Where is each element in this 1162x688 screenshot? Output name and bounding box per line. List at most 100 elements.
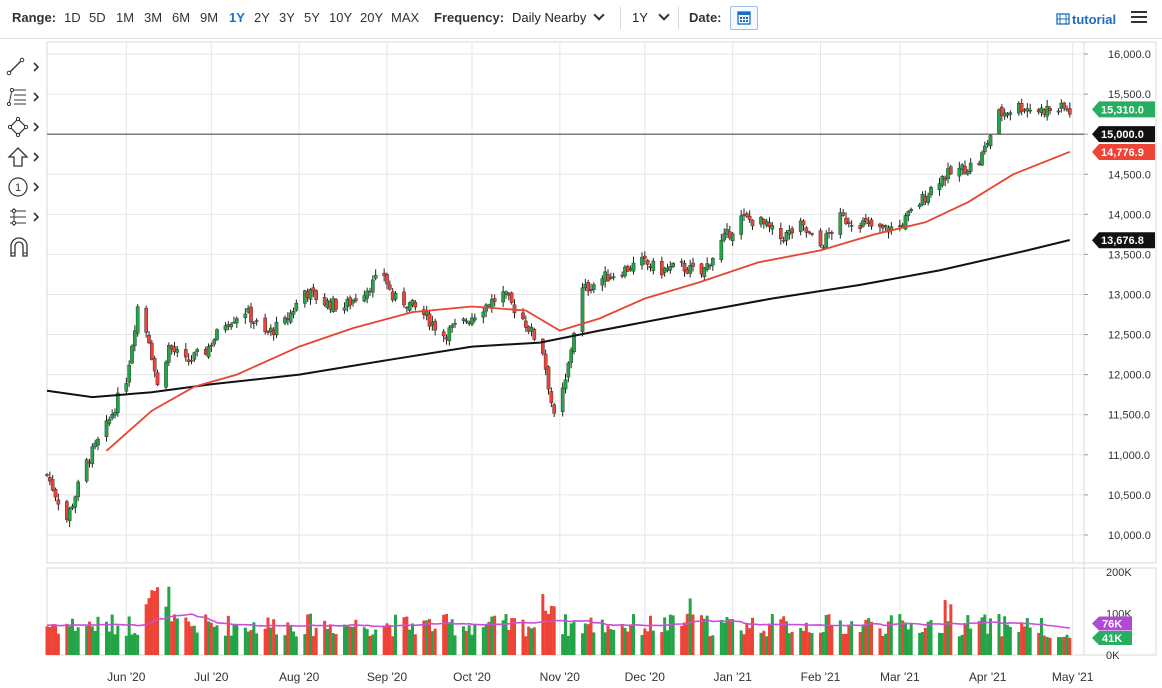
volume-bar	[266, 617, 270, 655]
volume-bar	[467, 625, 471, 655]
arrow-tool[interactable]	[4, 145, 44, 169]
candle-body	[501, 291, 505, 303]
volume-bar	[195, 632, 199, 655]
magnet-icon	[10, 237, 28, 257]
volume-bar	[949, 604, 953, 655]
volume-bar	[566, 635, 570, 655]
candle-body	[580, 287, 585, 332]
volume-bar	[779, 619, 783, 655]
volume-bar	[561, 634, 565, 655]
volume-bar	[1008, 626, 1012, 655]
volume-bar	[326, 628, 329, 655]
magnet-tool[interactable]	[4, 235, 44, 259]
volume-bar	[751, 617, 754, 655]
period-select[interactable]: 1Y	[632, 9, 670, 26]
volume-bar	[762, 630, 766, 655]
range-1m[interactable]: 1M	[116, 10, 135, 25]
volume-bar	[215, 625, 219, 655]
candle-body	[541, 338, 545, 354]
volume-bar	[660, 632, 664, 655]
chart-toolbar: Range: 1D 5D 1M 3M 6M 9M 1Y 2Y 3Y 5Y 10Y…	[0, 0, 1162, 39]
range-max[interactable]: MAX	[391, 10, 420, 25]
frequency-select[interactable]: Daily Nearby	[512, 9, 606, 26]
volume-bar	[626, 631, 630, 655]
candle-body	[844, 217, 848, 224]
line-draw-tool[interactable]	[4, 55, 44, 79]
volume-bar	[731, 619, 735, 655]
range-3m[interactable]: 3M	[144, 10, 163, 25]
volume-bar	[705, 615, 709, 655]
fib-tool[interactable]	[4, 85, 44, 109]
range-5d[interactable]: 5D	[89, 10, 106, 25]
candle-body	[745, 213, 749, 217]
shapes-tool[interactable]	[4, 115, 44, 139]
volume-bar	[345, 625, 349, 655]
candle-body	[671, 263, 675, 267]
price-chart[interactable]: Jun '20 Jul '20 Aug '20 Sep '20 Oct '20 Nov '…	[0, 38, 1162, 688]
candle-body	[192, 352, 197, 360]
volume-bar	[113, 634, 117, 655]
volume-bar	[167, 586, 171, 655]
candle-body	[334, 299, 338, 310]
candle-body	[365, 290, 369, 299]
volume-bar	[802, 630, 805, 655]
range-9m[interactable]: 9M	[200, 10, 219, 25]
candle-body	[781, 240, 786, 242]
volume-bar	[309, 613, 312, 655]
volume-bar	[532, 627, 536, 655]
volume-bar	[589, 617, 593, 655]
range-1y[interactable]: 1Y	[229, 10, 245, 25]
candle-body	[909, 208, 913, 211]
volume-bar	[144, 604, 148, 655]
candle-body	[864, 217, 868, 222]
volume-bar	[521, 619, 525, 655]
volume-bar	[926, 621, 930, 655]
candle-body	[1056, 110, 1061, 113]
calendar-button[interactable]	[730, 6, 758, 30]
hamburger-menu-icon[interactable]	[1131, 11, 1147, 25]
candle-body	[235, 318, 239, 324]
volume-bar	[450, 619, 454, 655]
range-5y[interactable]: 5Y	[304, 10, 320, 25]
volume-bar	[153, 591, 157, 655]
volume-bar	[620, 623, 624, 655]
volume-bar	[71, 618, 74, 655]
calendar-icon	[737, 11, 751, 25]
range-20y[interactable]: 20Y	[360, 10, 384, 25]
tutorial-link[interactable]: tutorial	[1056, 12, 1116, 27]
range-1d[interactable]: 1D	[64, 10, 81, 25]
volume-average-label: 76K	[1102, 619, 1122, 631]
candle-body	[940, 176, 945, 186]
arrow-tool-icon	[7, 147, 40, 167]
candle-body	[739, 215, 743, 235]
annotation-tool[interactable]: 1	[4, 175, 44, 199]
range-2y[interactable]: 2Y	[254, 10, 270, 25]
candlestick-series	[45, 98, 1072, 528]
y-axis-tick-label: 13,000.0	[1108, 289, 1151, 301]
volume-bar	[164, 606, 168, 655]
volume-bar	[453, 635, 457, 655]
candle-body	[427, 313, 432, 327]
candle-body	[807, 231, 811, 234]
volume-bar	[306, 614, 310, 655]
volume-bar	[700, 615, 703, 655]
range-3y[interactable]: 3Y	[279, 10, 295, 25]
range-10y[interactable]: 10Y	[329, 10, 353, 25]
candle-body	[461, 318, 466, 321]
range-6m[interactable]: 6M	[172, 10, 191, 25]
volume-bar	[88, 621, 91, 655]
candle-body	[50, 479, 55, 491]
volume-bar	[708, 636, 712, 655]
volume-bar	[906, 629, 910, 655]
candle-body	[433, 320, 437, 331]
volume-bar	[1068, 637, 1072, 655]
volume-bar	[946, 621, 950, 655]
candle-body	[133, 330, 137, 347]
candle-body	[640, 256, 644, 266]
candle-body	[532, 329, 537, 340]
volume-bar	[668, 614, 672, 655]
volume-bar	[765, 636, 769, 655]
measure-tool[interactable]	[4, 205, 44, 229]
volume-bar	[173, 614, 176, 655]
candle-body	[110, 414, 114, 419]
